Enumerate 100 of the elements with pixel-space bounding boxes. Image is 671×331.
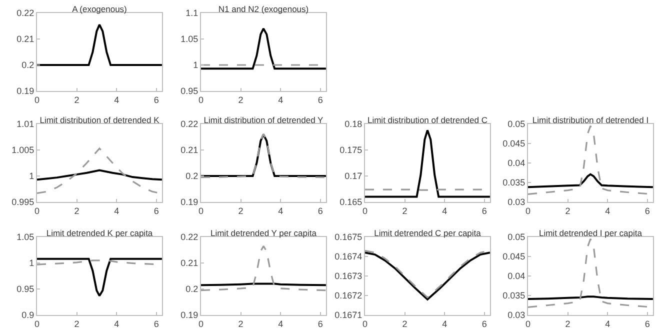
chart-title: Limit distribution of detrended K [40, 115, 160, 125]
y-tick-label: 0.175 [340, 145, 362, 156]
y-tick-label: 0.18 [344, 119, 362, 130]
y-tick-label: 1 [29, 258, 34, 268]
x-tick-label: 0 [198, 318, 204, 329]
x-tick-label: 4 [605, 206, 610, 216]
x-tick-label: 6 [154, 94, 159, 105]
chart-title: Limit detrended K per capita [46, 228, 153, 238]
y-tick-label: 0.05 [508, 232, 526, 242]
x-tick-label: 4 [278, 206, 284, 216]
y-tick-label: 0.21 [16, 34, 34, 44]
y-tick-label: 0.95 [180, 86, 198, 96]
y-tick-label: 0.995 [12, 197, 34, 208]
y-tick-label: 0.05 [508, 119, 526, 130]
x-tick-label: 2 [238, 94, 244, 105]
y-tick-label: 0.22 [180, 232, 198, 242]
y-tick-label: 0.045 [502, 252, 526, 262]
y-tick-label: 1.05 [180, 34, 198, 44]
line-series [201, 245, 326, 292]
y-tick-label: 0.22 [180, 119, 198, 130]
line-series [37, 258, 162, 297]
y-tick-label: 0.045 [502, 138, 526, 149]
x-tick-label: 4 [114, 318, 120, 329]
y-tick-label: 0.03 [508, 310, 526, 320]
x-tick-label: 2 [74, 94, 80, 105]
x-tick-label: 6 [318, 94, 323, 105]
y-tick-label: 0.1673 [334, 271, 362, 282]
y-tick-label: 0.19 [16, 86, 34, 96]
chart-title: Limit distribution of detrended Y [204, 115, 324, 125]
y-tick-label: 0.1675 [334, 232, 362, 242]
chart-title: Limit detrended C per capita [374, 228, 482, 238]
x-tick-label: 0 [525, 318, 531, 329]
line-series [201, 28, 326, 70]
x-tick-label: 2 [238, 318, 244, 329]
y-tick-label: 1.005 [12, 145, 34, 156]
y-tick-label: 0.2 [186, 171, 198, 182]
x-tick-label: 6 [318, 318, 323, 329]
x-tick-label: 6 [318, 206, 323, 216]
chart-title: Limit detrended I per capita [538, 228, 642, 238]
y-tick-label: 0.95 [16, 284, 34, 294]
x-tick-label: 2 [402, 206, 408, 216]
x-tick-label: 2 [74, 318, 80, 329]
x-tick-label: 4 [442, 206, 448, 216]
x-tick-label: 6 [154, 318, 159, 329]
y-tick-label: 1.01 [16, 119, 34, 130]
y-tick-label: 0.1672 [334, 290, 362, 301]
y-tick-label: 0.21 [180, 145, 198, 156]
y-tick-label: 1 [193, 60, 198, 70]
x-tick-label: 6 [644, 318, 650, 329]
chart-title: N1 and N2 (exogenous) [218, 4, 309, 14]
chart-title: Limit detrended Y per capita [210, 228, 317, 238]
chart-title: Limit distribution of detrended I [532, 115, 649, 125]
x-tick-label: 2 [74, 206, 80, 216]
x-tick-label: 4 [114, 94, 120, 105]
x-tick-label: 0 [34, 206, 40, 216]
y-tick-label: 0.17 [344, 171, 362, 182]
y-tick-label: 0.1674 [334, 252, 362, 262]
x-tick-label: 4 [605, 318, 610, 329]
y-tick-label: 0.1671 [334, 310, 362, 320]
y-tick-label: 0.04 [508, 158, 526, 168]
line-series [365, 129, 490, 198]
x-tick-label: 6 [154, 206, 159, 216]
x-tick-label: 0 [362, 318, 368, 329]
line-series [528, 173, 653, 188]
y-tick-label: 0.04 [508, 271, 526, 282]
x-tick-label: 0 [34, 318, 40, 329]
y-tick-label: 1 [29, 171, 34, 182]
y-tick-label: 0.9 [22, 310, 34, 320]
x-tick-label: 2 [565, 318, 570, 329]
y-tick-label: 0.165 [340, 197, 362, 208]
y-tick-label: 0.21 [180, 258, 198, 268]
y-tick-label: 0.22 [16, 8, 34, 18]
x-tick-label: 2 [238, 206, 244, 216]
y-tick-label: 0.19 [180, 310, 198, 320]
x-tick-label: 2 [402, 318, 408, 329]
line-series [37, 169, 162, 181]
y-tick-label: 0.035 [502, 290, 526, 301]
x-tick-label: 6 [482, 318, 487, 329]
x-tick-label: 0 [198, 206, 204, 216]
x-tick-label: 2 [565, 206, 570, 216]
y-tick-label: 1.1 [186, 8, 198, 18]
chart-title: A (exogenous) [72, 4, 128, 14]
x-tick-label: 6 [644, 206, 650, 216]
line-series [37, 24, 162, 66]
x-tick-label: 0 [525, 206, 531, 216]
x-tick-label: 4 [278, 318, 284, 329]
x-tick-label: 4 [114, 206, 120, 216]
x-tick-label: 4 [278, 94, 284, 105]
y-tick-label: 1.05 [16, 232, 34, 242]
chart-title: Limit distribution of detrended C [367, 115, 488, 125]
x-tick-label: 0 [34, 94, 40, 105]
y-tick-label: 0.2 [186, 284, 198, 294]
y-tick-label: 0.03 [508, 197, 526, 208]
y-tick-label: 0.2 [22, 60, 34, 70]
y-tick-label: 0.19 [180, 197, 198, 208]
x-tick-label: 4 [442, 318, 448, 329]
y-tick-label: 0.035 [502, 178, 526, 188]
x-tick-label: 0 [198, 94, 204, 105]
x-tick-label: 0 [362, 206, 368, 216]
x-tick-label: 6 [482, 206, 487, 216]
